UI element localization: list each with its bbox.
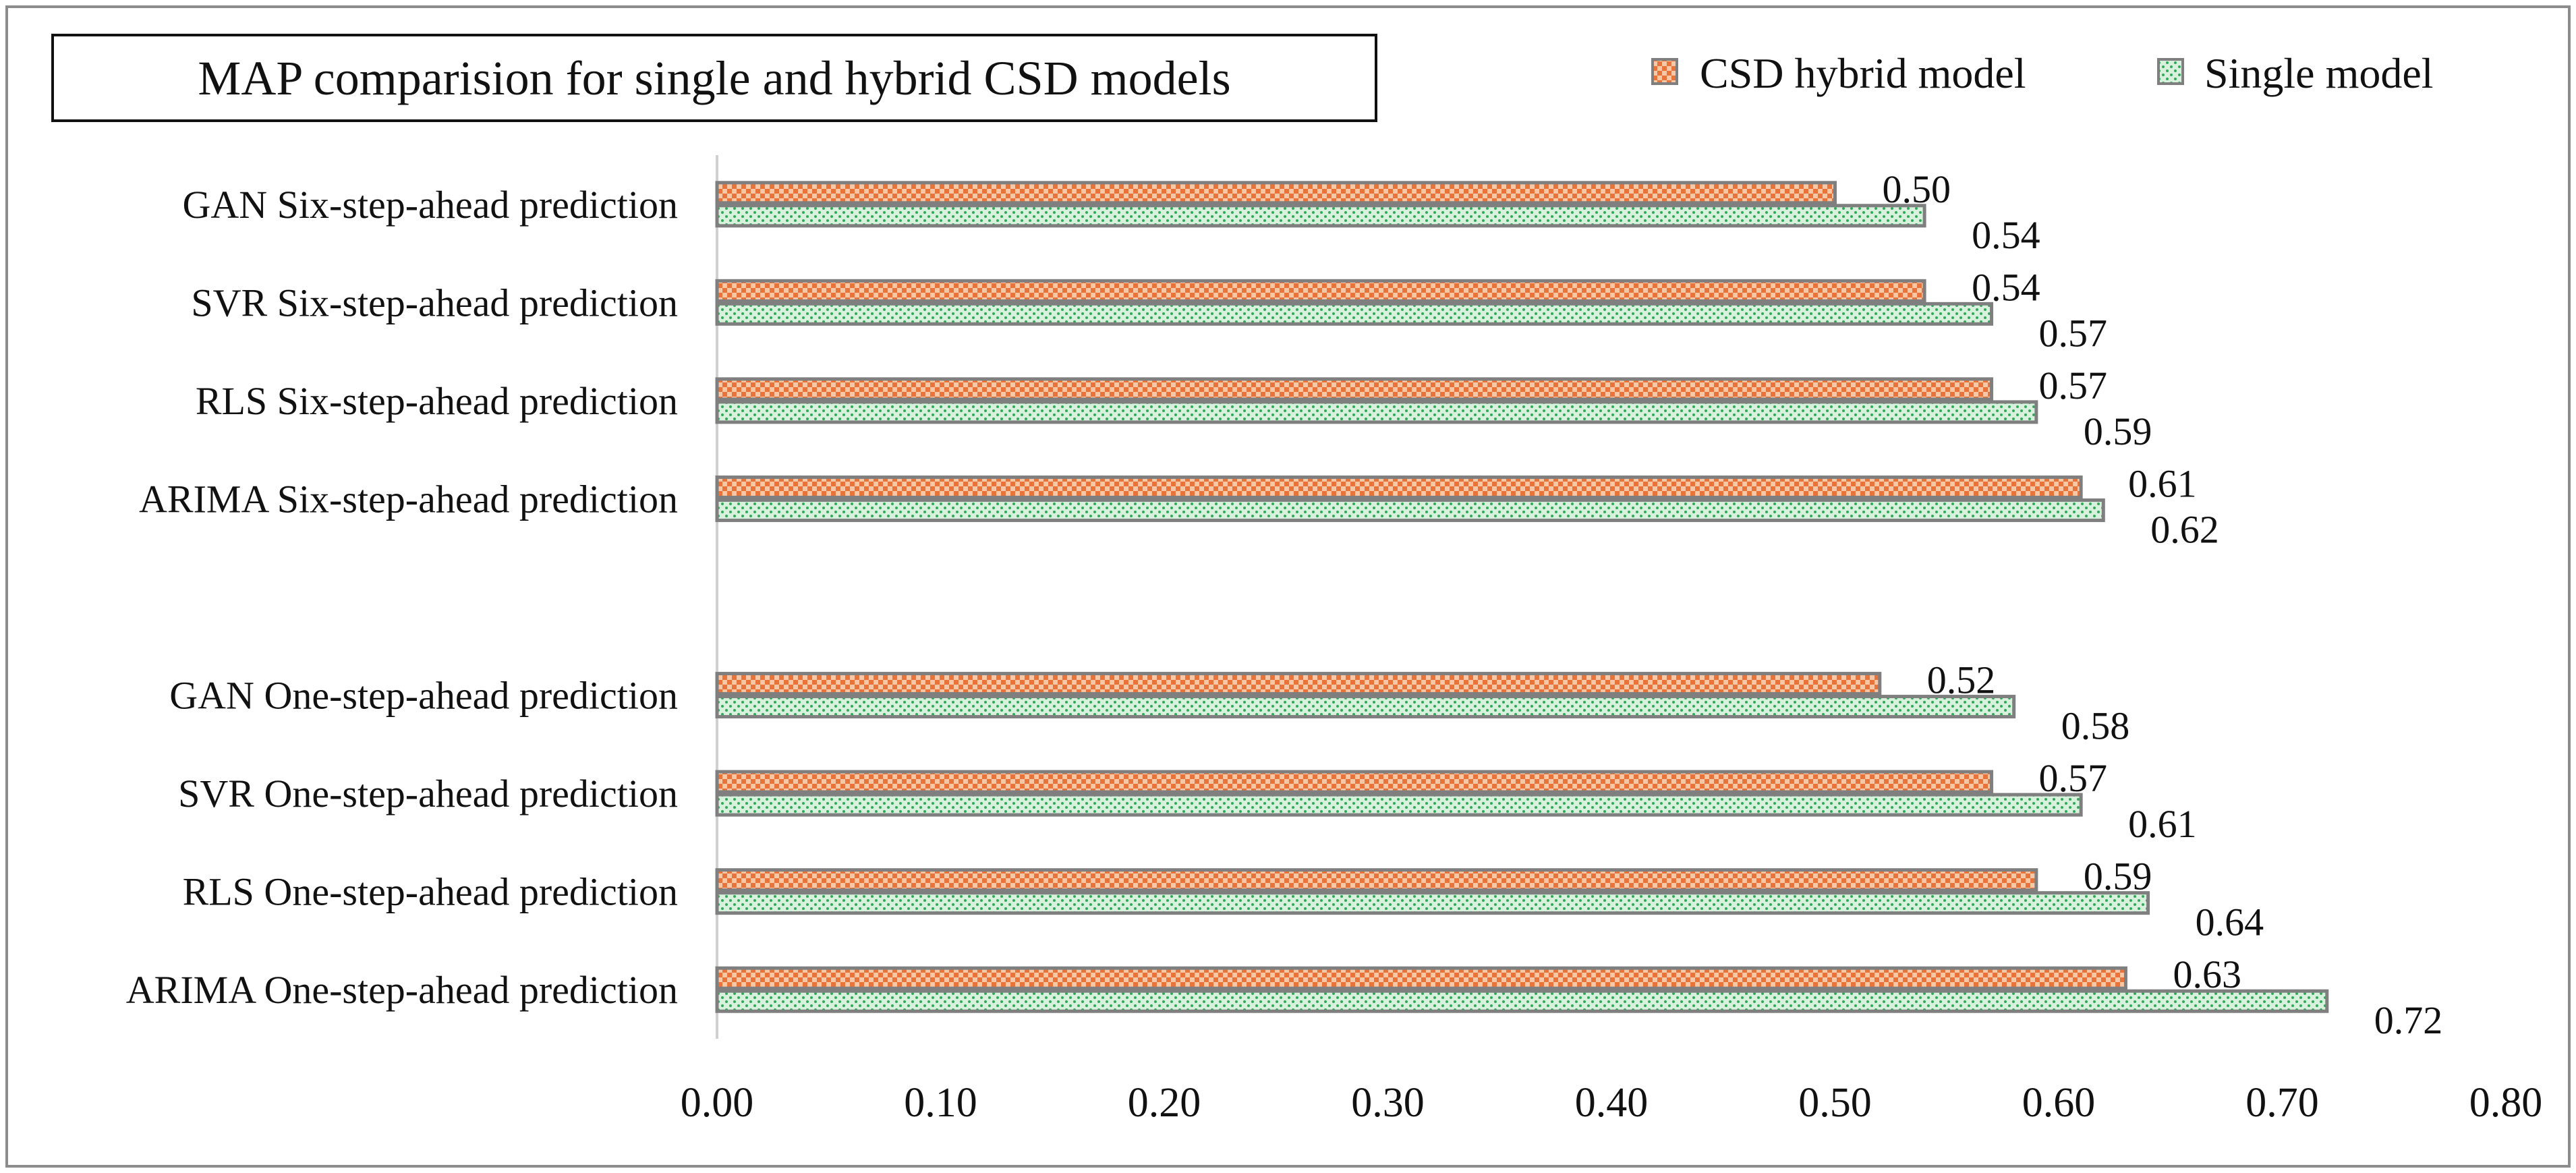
bar-single-model-gan-six-step-ahead-prediction [715, 204, 1926, 228]
data-label-csd-hybrid-model-svr-one-step-ahead-prediction: 0.57 [2039, 756, 2108, 800]
x-tick-label-0-40: 0.40 [1575, 1080, 1649, 1126]
bar-csd-hybrid-model-gan-six-step-ahead-prediction [715, 181, 1837, 205]
x-tick-label-0-20: 0.20 [1128, 1080, 1201, 1126]
category-label-arima-six-step-ahead-prediction: ARIMA Six-step-ahead prediction [139, 477, 678, 521]
data-label-single-model-svr-six-step-ahead-prediction: 0.57 [2039, 311, 2108, 355]
bar-single-model-gan-one-step-ahead-prediction [715, 695, 2016, 719]
legend-label-csd-hybrid-model: CSD hybrid model [1700, 49, 2026, 97]
legend-item-csd-hybrid-model: CSD hybrid model [1651, 49, 2026, 97]
data-label-single-model-arima-six-step-ahead-prediction: 0.62 [2150, 507, 2219, 551]
chart-title: MAP comparision for single and hybrid CS… [198, 51, 1230, 105]
x-tick-label-0-60: 0.60 [2022, 1080, 2096, 1126]
data-label-csd-hybrid-model-arima-one-step-ahead-prediction: 0.63 [2173, 952, 2241, 996]
legend: CSD hybrid model Single model [1651, 49, 2434, 97]
bar-csd-hybrid-model-arima-one-step-ahead-prediction [715, 966, 2127, 990]
category-label-svr-six-step-ahead-prediction: SVR Six-step-ahead prediction [191, 281, 678, 324]
data-label-single-model-gan-one-step-ahead-prediction: 0.58 [2061, 704, 2130, 748]
bar-single-model-arima-six-step-ahead-prediction [715, 498, 2105, 522]
data-label-single-model-rls-one-step-ahead-prediction: 0.64 [2196, 900, 2264, 944]
x-tick-label-0-10: 0.10 [904, 1080, 977, 1126]
data-label-csd-hybrid-model-rls-one-step-ahead-prediction: 0.59 [2084, 855, 2152, 898]
data-label-csd-hybrid-model-gan-six-step-ahead-prediction: 0.50 [1883, 167, 1951, 211]
bar-csd-hybrid-model-gan-one-step-ahead-prediction [715, 672, 1882, 696]
data-label-single-model-gan-six-step-ahead-prediction: 0.54 [1972, 213, 2040, 257]
bar-single-model-svr-six-step-ahead-prediction [715, 302, 1994, 326]
data-label-csd-hybrid-model-gan-one-step-ahead-prediction: 0.52 [1927, 658, 1996, 702]
bar-single-model-arima-one-step-ahead-prediction [715, 989, 2329, 1013]
legend-swatch-single-model [2157, 58, 2184, 85]
legend-item-single-model: Single model [2157, 49, 2434, 97]
category-label-arima-one-step-ahead-prediction: ARIMA One-step-ahead prediction [126, 968, 678, 1012]
bar-single-model-svr-one-step-ahead-prediction [715, 793, 2083, 817]
title-box [51, 34, 1377, 122]
bar-csd-hybrid-model-rls-six-step-ahead-prediction [715, 377, 1994, 401]
category-label-svr-one-step-ahead-prediction: SVR One-step-ahead prediction [178, 772, 678, 816]
category-label-gan-six-step-ahead-prediction: GAN Six-step-ahead prediction [183, 183, 678, 227]
x-tick-label-0-50: 0.50 [1798, 1080, 1872, 1126]
bar-single-model-rls-six-step-ahead-prediction [715, 400, 2038, 424]
bar-csd-hybrid-model-arima-six-step-ahead-prediction [715, 475, 2083, 499]
category-label-gan-one-step-ahead-prediction: GAN One-step-ahead prediction [169, 674, 678, 718]
category-label-rls-six-step-ahead-prediction: RLS Six-step-ahead prediction [196, 379, 678, 423]
data-label-csd-hybrid-model-arima-six-step-ahead-prediction: 0.61 [2128, 461, 2197, 505]
bar-csd-hybrid-model-svr-one-step-ahead-prediction [715, 770, 1994, 794]
data-label-csd-hybrid-model-rls-six-step-ahead-prediction: 0.57 [2039, 364, 2108, 407]
x-axis-ticks: 0.00 0.10 0.20 0.30 0.40 0.50 0.60 0.70 0.80 [681, 1080, 2543, 1126]
bar-csd-hybrid-model-rls-one-step-ahead-prediction [715, 868, 2038, 892]
title-group: MAP comparision for single and hybrid CS… [51, 34, 1377, 122]
data-label-single-model-arima-one-step-ahead-prediction: 0.72 [2374, 998, 2443, 1042]
bars [715, 181, 2329, 1013]
category-labels: GAN Six-step-ahead prediction SVR Six-ste… [126, 183, 678, 1012]
bar-csd-hybrid-model-svr-six-step-ahead-prediction [715, 279, 1926, 303]
data-label-single-model-rls-six-step-ahead-prediction: 0.59 [2084, 409, 2152, 453]
x-tick-label-0-00: 0.00 [681, 1080, 754, 1126]
bar-single-model-rls-one-step-ahead-prediction [715, 891, 2150, 915]
x-tick-label-0-70: 0.70 [2245, 1080, 2319, 1126]
legend-label-single-model: Single model [2204, 49, 2434, 97]
x-tick-label-0-80: 0.80 [2469, 1080, 2543, 1126]
data-label-csd-hybrid-model-svr-six-step-ahead-prediction: 0.54 [1972, 265, 2040, 309]
data-label-single-model-svr-one-step-ahead-prediction: 0.61 [2128, 802, 2197, 846]
x-tick-label-0-30: 0.30 [1351, 1080, 1425, 1126]
legend-swatch-csd-hybrid-model [1651, 58, 1678, 85]
category-label-rls-one-step-ahead-prediction: RLS One-step-ahead prediction [183, 870, 678, 914]
data-labels: 0.500.540.540.570.570.590.610.620.520.58… [1883, 167, 2443, 1042]
